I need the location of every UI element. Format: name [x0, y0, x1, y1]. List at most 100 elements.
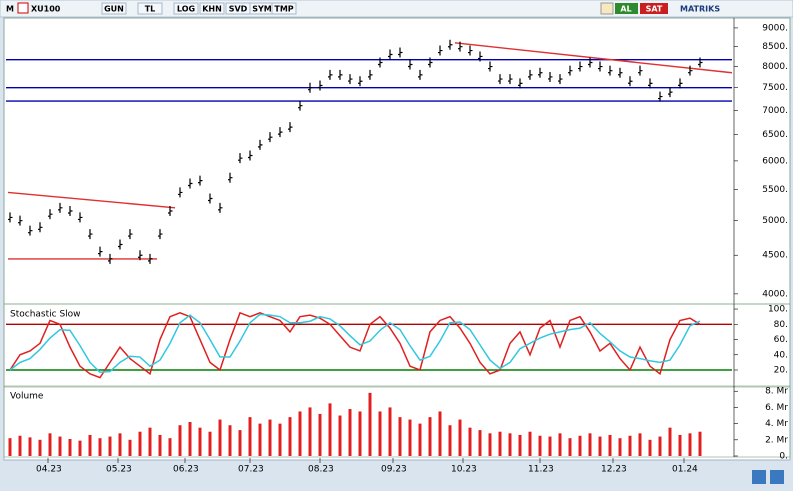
volume-bar	[508, 433, 512, 456]
volume-bar	[48, 433, 52, 456]
volume-bar	[568, 438, 572, 456]
buy-button[interactable]	[615, 3, 638, 14]
y-tick-label: 5500.	[762, 185, 788, 195]
icon[interactable]	[600, 2, 614, 15]
price-bar	[468, 45, 473, 56]
trend-line	[7, 191, 176, 209]
price-bar	[78, 212, 83, 223]
x-tick-label: 11.23	[528, 465, 554, 475]
volume-bar	[428, 417, 432, 456]
volume-bar	[28, 437, 32, 456]
x-tick-label: 10.23	[451, 465, 477, 475]
price-bar	[688, 65, 693, 76]
volume-bar	[78, 440, 82, 456]
y-tick-label: 100.	[768, 305, 788, 315]
price-bar	[128, 229, 133, 240]
price-bar	[8, 212, 13, 223]
volume-bar	[218, 419, 222, 456]
price-bar	[578, 61, 583, 72]
toolbar-button[interactable]	[137, 2, 163, 15]
volume-bar	[648, 439, 652, 456]
volume-bar	[688, 433, 692, 456]
y-tick-label: 8. Mr	[765, 387, 788, 397]
price-bar	[638, 65, 643, 76]
trend-line	[454, 42, 733, 74]
price-bar	[188, 178, 193, 189]
volume-bar	[138, 431, 142, 456]
volume-bar	[478, 430, 482, 456]
price-bar	[518, 78, 523, 89]
sell-label: SAT	[646, 5, 663, 14]
oscillator-line	[9, 311, 701, 379]
volume-bar	[658, 436, 662, 456]
price-bar	[628, 76, 633, 87]
price-bar	[38, 222, 43, 233]
price-bar	[358, 76, 363, 87]
tool-icon[interactable]	[770, 470, 784, 484]
volume-bar	[458, 419, 462, 456]
volume-bar	[168, 438, 172, 456]
volume-bar	[88, 434, 92, 456]
price-bar	[598, 61, 603, 72]
toolbar-button[interactable]	[199, 2, 225, 15]
close-icon[interactable]	[17, 2, 29, 14]
price-bar	[678, 78, 683, 89]
y-tick-label: 6000.	[762, 156, 788, 166]
toolbar-button[interactable]	[271, 2, 297, 15]
price-bar	[428, 57, 433, 68]
price-bar	[488, 61, 493, 72]
price-bar	[58, 202, 63, 213]
price-bar	[458, 41, 463, 52]
price-bar	[298, 100, 303, 111]
volume-bar	[398, 417, 402, 456]
toolbar-button[interactable]	[101, 2, 127, 15]
volume-bar	[438, 411, 442, 456]
volume-bar	[198, 427, 202, 456]
price-bar	[658, 91, 663, 102]
volume-bar	[368, 392, 372, 456]
volume-bar	[238, 430, 242, 456]
y-tick-label: 5000.	[762, 216, 788, 226]
volume-bar	[178, 425, 182, 456]
volume-bar	[338, 415, 342, 456]
y-tick-label: 7000.	[762, 106, 788, 116]
toolbar-button-label: TMP	[274, 5, 293, 14]
panel-frame	[3, 385, 791, 458]
price-bar	[478, 51, 483, 62]
toolbar-button-label: GUN	[104, 5, 124, 14]
volume-bar	[628, 435, 632, 456]
price-bar	[508, 74, 513, 85]
volume-bar	[108, 436, 112, 456]
toolbar: M XU100 AL SAT MATRIKS GUN TL LOG KHN SVD SYM…	[0, 0, 793, 18]
volume-bar	[248, 417, 252, 456]
volume-bar	[448, 425, 452, 456]
sell-button[interactable]	[640, 3, 668, 14]
y-tick-label: 7500.	[762, 83, 788, 93]
symbol[interactable]: XU100	[31, 5, 61, 14]
price-bar	[168, 205, 173, 216]
volume-bar	[488, 433, 492, 456]
volume-bar	[548, 436, 552, 456]
price-bar	[118, 239, 123, 250]
price-bar	[68, 205, 73, 216]
price-bar	[558, 74, 563, 85]
volume-bar	[418, 423, 422, 456]
volume-bar	[588, 433, 592, 456]
x-tick-label: 12.23	[601, 465, 627, 475]
volume-bar	[8, 438, 12, 456]
volume-bar	[298, 411, 302, 456]
volume-bar	[518, 434, 522, 456]
y-tick-label: 4000.	[762, 289, 788, 299]
x-tick-label: 05.23	[106, 465, 132, 475]
volume-bar	[578, 435, 582, 456]
x-tick-label: 07.23	[238, 465, 264, 475]
y-tick-label: 60.	[774, 335, 788, 345]
price-bar	[648, 78, 653, 89]
tool-icon[interactable]	[752, 470, 766, 484]
volume-bar	[288, 417, 292, 456]
volume-bar	[18, 435, 22, 456]
volume-bar	[38, 439, 42, 456]
price-bar	[548, 71, 553, 82]
price-bar	[158, 229, 163, 240]
toolbar-button[interactable]	[173, 2, 199, 15]
